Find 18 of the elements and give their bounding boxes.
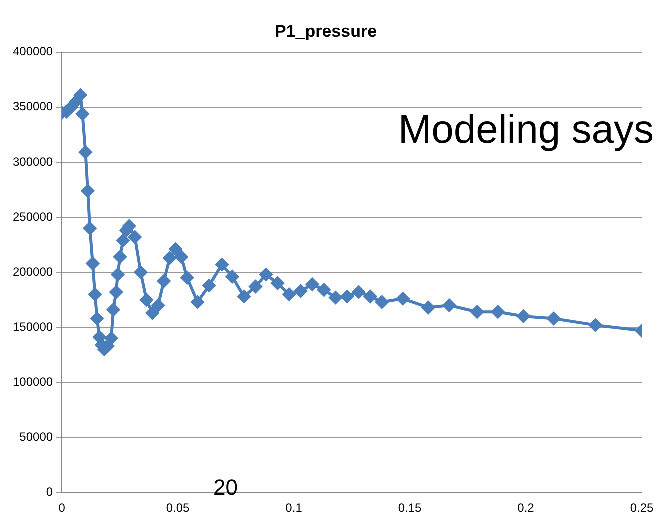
x-tick-label: 0.15: [398, 501, 422, 516]
annotation: Modeling says: [398, 108, 654, 152]
y-tick-label: 50000: [20, 430, 54, 444]
y-tick-label: 350000: [12, 100, 54, 114]
x-tick-label: 0.25: [630, 501, 654, 516]
y-tick-label: 150000: [12, 320, 54, 334]
annotation: 20: [214, 475, 238, 500]
y-tick-label: 400000: [12, 44, 54, 59]
y-tick-label: 200000: [12, 264, 54, 279]
y-tick-label: 100000: [12, 374, 54, 389]
x-tick-label: 0.2: [518, 501, 535, 516]
y-tick-label: 0: [46, 484, 54, 499]
chart-title: P1_pressure: [274, 22, 378, 41]
y-tick-label: 250000: [12, 210, 54, 224]
x-tick-label: 0.05: [166, 501, 190, 516]
y-tick-label: 300000: [12, 154, 54, 169]
x-tick-label: 0.1: [286, 501, 303, 516]
x-tick-label: 0: [58, 501, 66, 516]
